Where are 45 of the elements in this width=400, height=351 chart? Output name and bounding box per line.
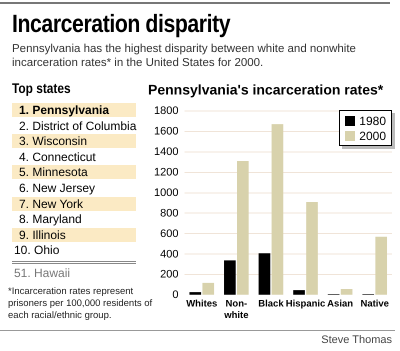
text: 6. New Jersey [18, 181, 96, 195]
text: 1. Pennsylvania [12, 103, 136, 117]
text: 10. Ohio [13, 243, 60, 258]
x-tick-label: Non-white [223, 298, 248, 321]
text: 8. Maryland [18, 212, 83, 226]
bar [189, 292, 202, 295]
y-tick-label: 0 [172, 289, 178, 302]
chart-title: Pennsylvania's incarceration rates* [148, 81, 384, 98]
x-tick-label: Hispanic [286, 298, 326, 310]
bar [306, 202, 318, 295]
y-tick-label: 1600 [154, 125, 178, 138]
bar [272, 124, 284, 295]
y-tick-label: 1800 [154, 104, 178, 117]
y-tick-label: 800 [160, 207, 178, 220]
y-tick-label: 1400 [154, 146, 178, 158]
y-tick-label: 1000 [154, 186, 178, 199]
text: 9. Illinois [12, 228, 136, 242]
y-tick-label: 1200 [154, 166, 178, 178]
x-tick-label: Asian [327, 298, 354, 310]
bar [237, 161, 249, 295]
text: 5. Minnesota [12, 165, 136, 180]
legend-label: 2000 [359, 128, 386, 142]
bar [202, 282, 214, 295]
text: 51. Hawaii [14, 266, 70, 280]
text: Incarceration disparity [12, 10, 230, 39]
bar [258, 253, 270, 295]
x-tick-label: Black [258, 298, 284, 310]
legend-label: 1980 [359, 114, 386, 128]
y-tick-label: 400 [160, 248, 178, 260]
text: Pennsylvania has the highest disparity between white and nonwhite incarceration rates* in the United States for 2000. [12, 42, 357, 70]
text: 4. Connecticut [18, 150, 97, 164]
text: *Incarceration rates represent prisoners per 100,000 residents of each racial/ethnic group. [8, 286, 154, 322]
bar [375, 236, 388, 295]
text: 3. Wisconsin [12, 134, 136, 148]
y-tick-label: 200 [160, 268, 178, 281]
bar [293, 290, 305, 295]
x-tick-label: Whites [186, 298, 218, 310]
bar [224, 260, 236, 295]
text: 7. New York [12, 196, 136, 211]
text: 2. District of Columbia [18, 118, 136, 133]
text: Steve Thomas [321, 334, 392, 346]
bar [340, 289, 352, 295]
text: Top states [12, 80, 71, 96]
x-tick-label: Native [360, 298, 389, 310]
y-tick-label: 600 [160, 228, 178, 240]
